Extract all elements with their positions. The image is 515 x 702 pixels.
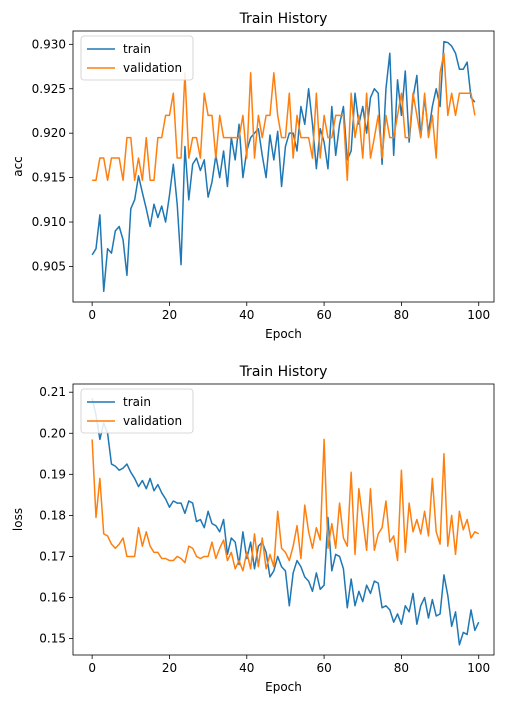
- legend-box: [80, 388, 194, 434]
- x-tick-label: 80: [394, 308, 409, 322]
- y-tick-label: 0.915: [32, 171, 66, 185]
- series-line-validation: [92, 52, 476, 182]
- y-tick-label: 0.18: [39, 508, 66, 522]
- y-tick-label: 0.925: [32, 82, 66, 96]
- x-tick-label: 80: [394, 661, 409, 675]
- plot-frame: [72, 30, 495, 303]
- chart-1: 0 20 40 60 80 100 0.905 0.910 0.915 0.920 0.925 0.9…: [11, 11, 495, 341]
- x-tick-label: 40: [239, 308, 254, 322]
- chart-title: Train History: [239, 364, 328, 380]
- x-tick-label: 60: [316, 308, 331, 322]
- legend: train validation: [80, 388, 194, 434]
- legend-label-train: train: [123, 42, 151, 56]
- y-tick-label: 0.19: [39, 467, 66, 481]
- x-tick-label: 60: [316, 661, 331, 675]
- y-tick-label: 0.920: [32, 126, 66, 140]
- y-tick-label: 0.17: [39, 549, 66, 563]
- y-tick-label: 0.16: [39, 591, 66, 605]
- y-tick-label: 0.20: [39, 426, 66, 440]
- y-tick-label: 0.21: [39, 385, 66, 399]
- x-tick-label: 100: [467, 661, 490, 675]
- plot-frame: [72, 383, 495, 656]
- y-tick-label: 0.15: [39, 632, 66, 646]
- x-tick-label: 0: [88, 661, 96, 675]
- y-tick-label: 0.905: [32, 259, 66, 273]
- series-line-validation: [91, 438, 480, 572]
- x-tick-label: 0: [88, 308, 96, 322]
- y-axis-label: loss: [11, 508, 25, 531]
- x-tick-label: 20: [162, 661, 177, 675]
- x-tick-label: 100: [467, 308, 490, 322]
- x-tick-label: 40: [239, 661, 254, 675]
- chart-2: 0 20 40 60 80 100 0.15 0.16 0.17 0.18 0.19 0.20 0.21…: [11, 364, 495, 694]
- legend-label-train: train: [123, 395, 151, 409]
- legend: train validation: [80, 35, 194, 81]
- legend-label-validation: validation: [123, 414, 182, 428]
- x-axis-label: Epoch: [265, 680, 302, 694]
- x-axis-label: Epoch: [265, 327, 302, 341]
- x-tick-label: 20: [162, 308, 177, 322]
- y-tick-label: 0.910: [32, 215, 66, 229]
- y-tick-label: 0.930: [32, 37, 66, 51]
- y-axis-label: acc: [11, 156, 25, 177]
- legend-label-validation: validation: [123, 61, 182, 75]
- legend-box: [80, 35, 194, 81]
- series-line-train: [91, 398, 480, 646]
- chart-title: Train History: [239, 11, 328, 27]
